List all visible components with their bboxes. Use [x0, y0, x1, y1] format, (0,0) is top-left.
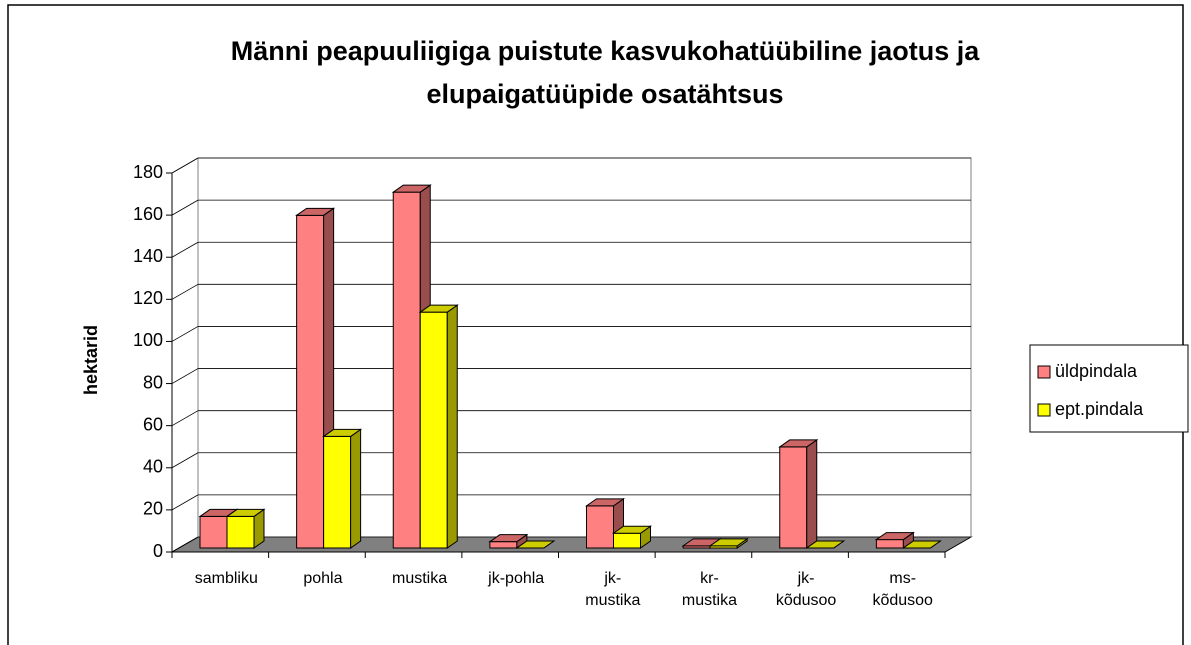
grid-line-side [171, 241, 199, 258]
y-tick-label: 140 [133, 246, 163, 266]
bar-side [350, 428, 362, 549]
bar-top [391, 184, 432, 193]
bar-side [806, 438, 818, 549]
grid-line-side [171, 368, 199, 384]
y-tick-label: 160 [133, 204, 163, 224]
bar [199, 515, 228, 549]
bar-top [778, 439, 819, 448]
bar-top [515, 540, 556, 549]
y-tick-label: 100 [133, 330, 163, 350]
bar-top [874, 532, 915, 541]
grid-line-side [171, 283, 199, 300]
bar [613, 532, 641, 549]
bar [392, 191, 421, 549]
y-tick-label: 0 [153, 541, 163, 561]
bar-top [225, 508, 266, 517]
grid-line-side [171, 157, 199, 174]
y-tick-label: 120 [133, 288, 163, 308]
chart-title: Männi peapuuliigiga puistute kasvukohatü… [230, 36, 980, 109]
legend-label: ept.pindala [1055, 399, 1144, 419]
bar-top [418, 304, 459, 313]
y-tick-label: 20 [143, 499, 163, 519]
y-tick-label: 60 [143, 414, 163, 434]
legend-box [1029, 344, 1189, 433]
bar-top [611, 525, 653, 534]
x-tick-label: pohla [303, 570, 343, 587]
x-tick-label: sambliku [194, 570, 258, 587]
bar-top [901, 540, 942, 549]
bar [875, 539, 904, 549]
grid-line-side [171, 536, 199, 553]
y-tick-label: 40 [143, 457, 163, 477]
x-tick-label: jk-pohla [488, 570, 545, 587]
x-tick-label: jk-mustika [585, 570, 641, 609]
grid-line-side [171, 199, 199, 216]
x-tick-label: ms-kõdusoo [872, 570, 933, 609]
bar-top [805, 540, 846, 549]
bar-top [708, 538, 749, 547]
bar-top [295, 207, 336, 216]
bar [296, 214, 325, 549]
grid-line-side [171, 494, 199, 511]
legend-label: üldpindala [1055, 361, 1138, 381]
legend-swatch [1037, 403, 1051, 417]
bar-top [584, 498, 626, 507]
x-tick-label: kr-mustika [681, 570, 737, 609]
bar [586, 505, 614, 549]
x-tick-label: mustika [392, 570, 448, 587]
bar [779, 446, 808, 549]
legend-swatch [1037, 365, 1051, 379]
bar [419, 311, 448, 549]
bar-top [322, 428, 363, 437]
bar [489, 541, 518, 549]
floor [170, 536, 973, 553]
y-tick-label: 80 [143, 372, 163, 392]
bar [226, 515, 255, 549]
y-tick-label: 180 [133, 162, 163, 182]
bar [323, 435, 352, 549]
grid-line-side [171, 410, 199, 427]
grid-line-side [171, 326, 199, 342]
y-axis-label: hektarid [81, 325, 101, 395]
bar-side [446, 304, 458, 549]
x-tick-label: jk-kõdusoo [775, 570, 837, 609]
grid-line-side [171, 452, 199, 469]
chart-frame [7, 4, 1184, 645]
bar-top [488, 534, 529, 543]
